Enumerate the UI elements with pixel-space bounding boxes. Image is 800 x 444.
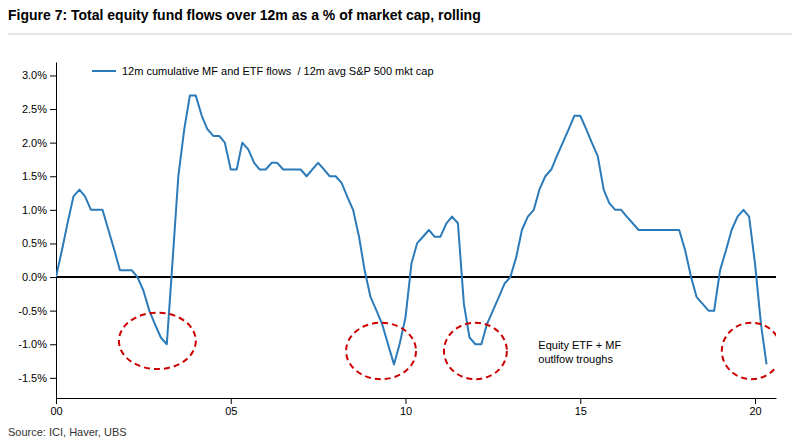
tick-label: 20 xyxy=(749,405,761,417)
legend-label: 12m cumulative MF and ETF flows / 12m av… xyxy=(122,65,434,77)
tick-label: -1.0% xyxy=(18,338,47,350)
tick: 2.0% xyxy=(22,137,56,149)
tick-label: 2.5% xyxy=(22,103,47,115)
title: Figure 7: Total equity fund flows over 1… xyxy=(8,7,481,23)
tick: 2.5% xyxy=(22,103,56,115)
tick: -1.5% xyxy=(18,372,56,384)
tick-label: 00 xyxy=(50,405,62,417)
tick: 1.5% xyxy=(22,170,56,182)
tick-mark xyxy=(50,210,56,211)
legend-item: 12m cumulative MF and ETF flows / 12m av… xyxy=(92,65,434,77)
tick-mark xyxy=(50,143,56,144)
tick: 10 xyxy=(400,398,412,417)
tick-mark xyxy=(50,378,56,379)
tick: 0.5% xyxy=(22,237,56,249)
highlight-ellipse xyxy=(346,323,416,379)
tick: -1.0% xyxy=(18,338,56,350)
tick-label: 1.0% xyxy=(22,204,47,216)
annotation-line: Equity ETF + MF xyxy=(538,339,621,351)
tick: 1.0% xyxy=(22,204,56,216)
tick-label: 0.5% xyxy=(22,237,47,249)
highlight-ellipse xyxy=(119,313,196,369)
title-separator xyxy=(8,34,792,35)
y-axis: -1.5% -1.0% -0.5% 0.0% 0.5% 1.0% 1.5% 2.0% 2.5% 3… xyxy=(18,63,56,399)
tick: 00 xyxy=(50,398,62,417)
tick-mark xyxy=(56,398,57,404)
marks xyxy=(56,96,776,380)
tick-label: 3.0% xyxy=(22,69,47,81)
tick-mark xyxy=(50,311,56,312)
tick-label: -0.5% xyxy=(18,305,47,317)
tick-label: 15 xyxy=(575,405,587,417)
tick-mark xyxy=(406,398,407,404)
tick: 20 xyxy=(749,398,761,417)
tick-label: 0.0% xyxy=(22,271,47,283)
tick-mark xyxy=(50,277,56,278)
series-line xyxy=(56,96,767,365)
legend-swatch xyxy=(92,70,116,72)
annotation-line: outlfow troughs xyxy=(538,353,613,365)
chart: Figure 7: Total equity fund flows over 1… xyxy=(0,0,800,444)
tick-mark xyxy=(755,398,756,404)
tick-mark xyxy=(50,243,56,244)
tick-mark xyxy=(580,398,581,404)
tick-label: 05 xyxy=(225,405,237,417)
annotation: Equity ETF + MF outlfow troughs xyxy=(538,339,621,365)
axis-line xyxy=(57,398,777,399)
tick-label: 1.5% xyxy=(22,170,47,182)
tick: 3.0% xyxy=(22,69,56,81)
tick-mark xyxy=(231,398,232,404)
legend: 12m cumulative MF and ETF flows / 12m av… xyxy=(92,65,434,77)
tick-mark xyxy=(50,176,56,177)
highlight-ellipse xyxy=(722,323,776,379)
highlight-ellipse xyxy=(444,323,507,379)
tick: 15 xyxy=(575,398,587,417)
tick-label: -1.5% xyxy=(18,372,47,384)
tick: 05 xyxy=(225,398,237,417)
tick: -0.5% xyxy=(18,305,56,317)
tick-mark xyxy=(50,75,56,76)
source: Source: ICI, Haver, UBS xyxy=(8,426,127,438)
x-axis: 00 05 10 15 20 xyxy=(50,398,776,417)
tick-label: 10 xyxy=(400,405,412,417)
tick-mark xyxy=(50,109,56,110)
plot: 00 05 10 15 20 -1.5% -1.0% -0.5% 0.0% 0.5% 1.0% 1.5… xyxy=(18,63,781,417)
tick: 0.0% xyxy=(22,271,56,283)
zero-line xyxy=(56,276,776,278)
tick-label: 2.0% xyxy=(22,137,47,149)
tick-mark xyxy=(50,344,56,345)
axis-line xyxy=(56,63,57,399)
